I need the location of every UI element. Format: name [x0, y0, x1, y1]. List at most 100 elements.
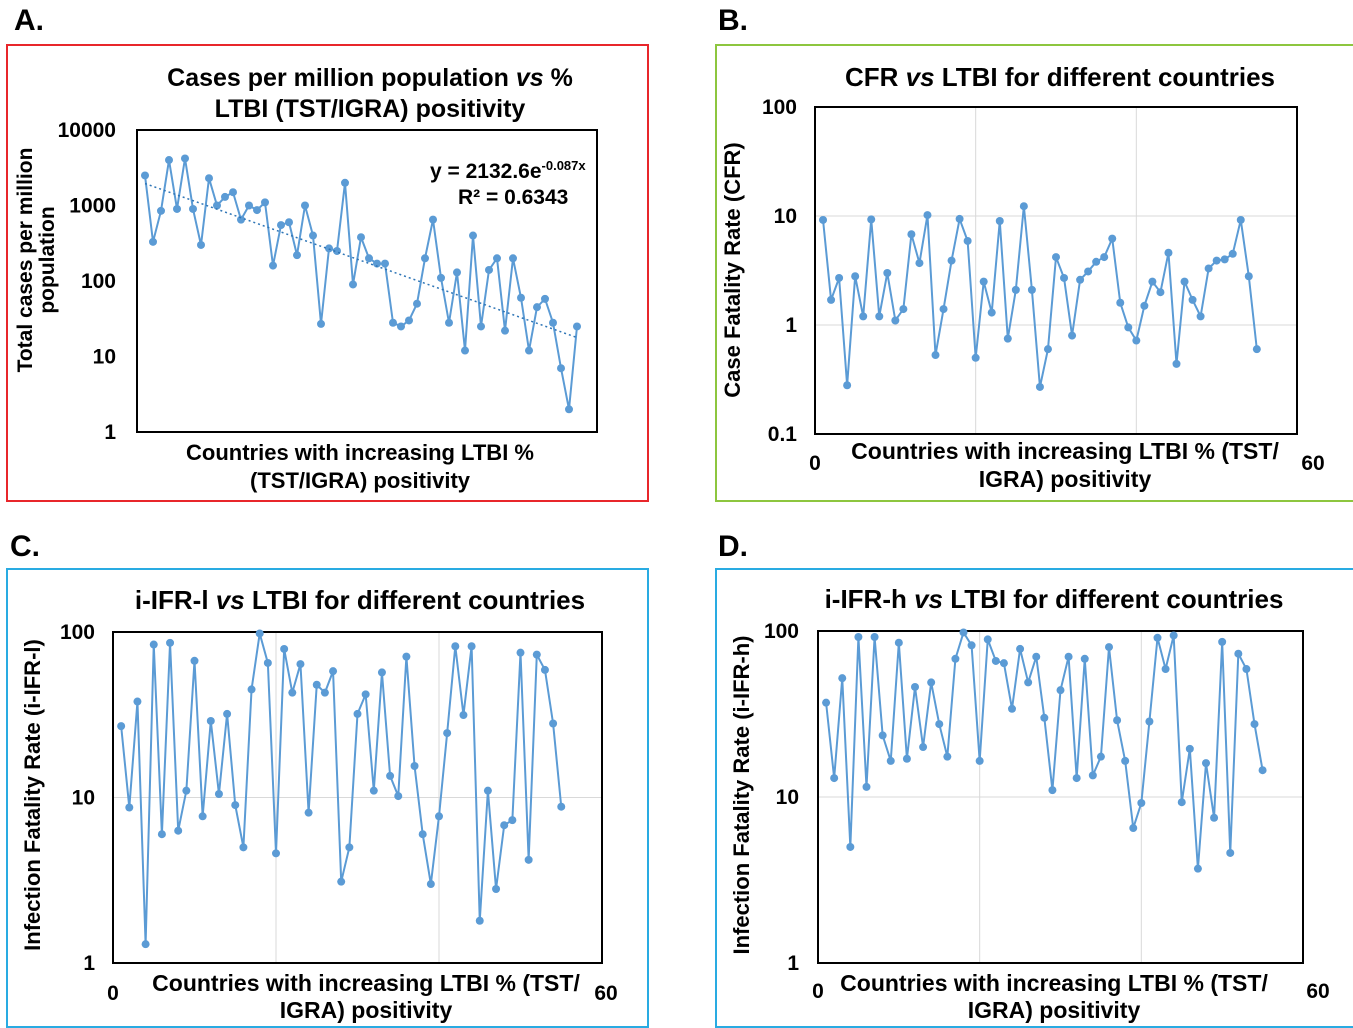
- data-point: [549, 719, 558, 728]
- data-point: [923, 211, 932, 220]
- data-point: [1212, 256, 1221, 265]
- data-point: [405, 316, 413, 325]
- data-point: [1068, 331, 1077, 340]
- data-point: [198, 812, 207, 821]
- data-point: [1228, 249, 1237, 258]
- data-point: [272, 849, 280, 858]
- x-tick-label: 0: [809, 452, 821, 475]
- data-point: [525, 346, 533, 355]
- data-point: [205, 174, 213, 183]
- panel-letter-a: A.: [14, 4, 44, 37]
- data-point: [361, 690, 370, 699]
- data-point: [919, 743, 928, 752]
- data-point: [1096, 752, 1105, 761]
- y-tick-label: 1: [787, 952, 799, 975]
- data-point: [1196, 312, 1205, 321]
- data-point: [341, 178, 349, 187]
- y-axis-label: Infection Fatality Rate (i-IFR-h): [729, 636, 754, 955]
- data-point: [173, 204, 181, 213]
- data-point: [485, 265, 493, 274]
- data-point: [1148, 277, 1157, 286]
- data-point: [141, 171, 149, 180]
- data-point: [573, 322, 581, 331]
- data-point: [214, 789, 223, 798]
- y-tick-label: 1000: [69, 195, 116, 218]
- y-tick-label: 100: [60, 621, 95, 644]
- data-point: [365, 254, 373, 263]
- data-point: [1234, 649, 1243, 658]
- data-point: [1116, 298, 1125, 307]
- data-point: [157, 206, 165, 215]
- x-tick-label: 0: [812, 980, 824, 1003]
- data-point: [410, 762, 419, 771]
- data-point: [1137, 799, 1146, 808]
- data-point: [886, 756, 895, 765]
- data-point: [157, 830, 166, 839]
- data-point: [317, 319, 325, 328]
- data-point: [231, 801, 240, 810]
- data-point: [975, 756, 984, 765]
- data-point: [822, 698, 831, 707]
- data-point: [149, 237, 157, 246]
- data-point: [902, 754, 911, 763]
- x-axis-label: IGRA) positivity: [280, 997, 453, 1023]
- trendline: [144, 182, 578, 339]
- data-point: [304, 808, 313, 817]
- data-point: [197, 240, 205, 249]
- data-point: [437, 273, 445, 282]
- data-point: [1084, 267, 1093, 276]
- y-tick-label: 100: [764, 620, 799, 643]
- data-point: [955, 214, 964, 223]
- data-point: [477, 322, 485, 331]
- data-point: [1180, 277, 1189, 286]
- data-point: [239, 843, 248, 852]
- data-point: [373, 259, 381, 268]
- data-point: [501, 326, 509, 335]
- data-point: [1244, 272, 1253, 281]
- plot-area-border: [814, 106, 1298, 435]
- data-point: [859, 312, 868, 321]
- data-point: [117, 722, 126, 731]
- panel-letter-b: B.: [718, 4, 748, 37]
- data-point: [413, 299, 421, 308]
- data-point: [533, 303, 541, 312]
- data-point: [1177, 798, 1186, 807]
- data-point: [397, 322, 405, 331]
- data-point: [475, 916, 484, 925]
- data-point: [418, 830, 427, 839]
- data-point: [312, 680, 321, 689]
- data-point: [213, 201, 221, 210]
- x-tick-label: 60: [1306, 980, 1329, 1003]
- data-point: [830, 774, 839, 783]
- panel-a-frame: [6, 44, 649, 502]
- y-tick-label: 10: [93, 346, 116, 369]
- data-point: [166, 638, 175, 647]
- data-point: [255, 629, 264, 638]
- data-point: [508, 816, 517, 825]
- chart-title: CFR vs LTBI for different countries: [845, 62, 1275, 92]
- data-point: [206, 716, 215, 725]
- data-point: [971, 353, 980, 362]
- data-point: [983, 635, 992, 644]
- data-point: [1145, 717, 1154, 726]
- data-point: [541, 294, 549, 303]
- data-point: [995, 216, 1004, 225]
- y-tick-label: 10000: [58, 119, 116, 142]
- data-point: [1193, 864, 1202, 873]
- data-point: [247, 685, 256, 694]
- data-point: [894, 638, 903, 647]
- data-point: [309, 231, 317, 240]
- data-point: [1121, 756, 1130, 765]
- data-point: [429, 215, 437, 224]
- data-point: [1188, 295, 1197, 304]
- data-point: [181, 154, 189, 163]
- data-point: [269, 261, 277, 270]
- data-point: [1220, 255, 1229, 264]
- data-point: [875, 312, 884, 321]
- data-point: [838, 674, 847, 683]
- x-axis-label: IGRA) positivity: [968, 997, 1141, 1023]
- y-tick-label: 10: [776, 786, 799, 809]
- data-point: [516, 648, 525, 657]
